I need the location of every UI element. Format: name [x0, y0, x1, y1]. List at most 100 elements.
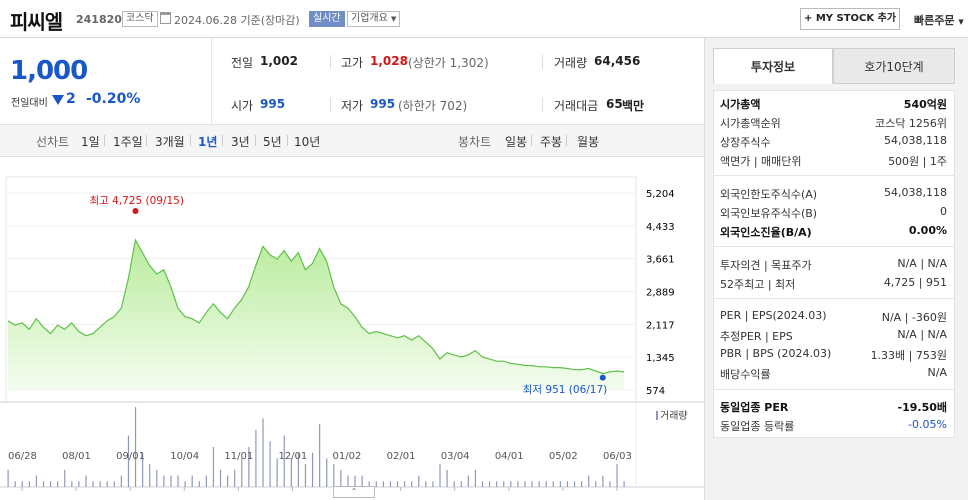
low-value: 995 [370, 97, 396, 111]
volume-bar [191, 475, 193, 487]
volume-bar [127, 435, 130, 487]
candle-daily[interactable]: 일봉 [505, 135, 528, 149]
info-row-value: 4,725 | 951 [883, 276, 947, 289]
info-row-label: 투자의견 | 목표주가 [720, 259, 812, 272]
info-row-label: 배당수익률 [720, 368, 771, 381]
volume-bar [439, 464, 441, 487]
info-row-value: N/A | N/A [897, 328, 947, 341]
add-my-stock-button[interactable]: + MY STOCK 추가 [800, 8, 900, 30]
divider [566, 135, 567, 146]
price-line [7, 238, 625, 375]
volume-bar [361, 475, 363, 487]
volume-bar [234, 469, 236, 487]
volume-bar [156, 469, 158, 487]
volume-bar [460, 481, 462, 487]
volume-bar [35, 475, 38, 487]
volume-bar [566, 481, 569, 487]
section-divider [713, 389, 955, 390]
volume-bar [120, 475, 122, 487]
volume-bar [219, 469, 222, 487]
tab-order-book[interactable]: 호가10단계 [833, 48, 955, 84]
volume-bar [71, 481, 73, 487]
period-1d[interactable]: 1일 [81, 135, 100, 149]
info-row-value: 54,038,118 [884, 186, 947, 199]
volume-bar [411, 481, 413, 487]
y-tick-label: 4,433 [646, 222, 675, 233]
info-row-value: N/A | -360원 [881, 311, 947, 324]
x-tick-label: 09/01 [116, 451, 145, 462]
volume-bar [418, 475, 420, 487]
divider [190, 135, 191, 146]
period-3y[interactable]: 3년 [231, 135, 250, 149]
volume-bar [517, 481, 519, 487]
volume-bar [57, 481, 59, 487]
volume-bar [170, 475, 172, 487]
volume-bar [64, 469, 66, 487]
divider [531, 135, 532, 146]
volume-bar [142, 452, 144, 487]
volume-bar [269, 441, 271, 487]
stock-name: 피씨엘 [10, 10, 63, 34]
calendar-icon [160, 12, 171, 24]
tab-investment-info[interactable]: 투자정보 [713, 48, 833, 84]
volume-bar [425, 481, 427, 487]
candle-weekly[interactable]: 주봉 [540, 135, 563, 149]
section-divider [713, 298, 955, 299]
info-row-label: 외국인소진율(B/A) [720, 226, 812, 239]
volume-bar [389, 481, 392, 487]
period-5y[interactable]: 5년 [263, 135, 282, 149]
volume-bar [205, 475, 207, 487]
investment-info-box [713, 90, 955, 438]
divider [542, 98, 543, 112]
x-tick-label: 10/04 [170, 451, 199, 462]
volume-legend-label: 거래량 [660, 410, 688, 422]
volume-bar [92, 481, 94, 487]
candle-monthly[interactable]: 월봉 [577, 135, 600, 149]
volume-bar [524, 481, 526, 487]
trade-value-unit: 백만 [622, 99, 645, 113]
x-tick-label: 03/04 [441, 451, 470, 462]
volume-bar [588, 475, 590, 487]
candle-chart-label: 봉차트 [458, 135, 492, 149]
volume-bar [99, 481, 101, 487]
low-annotation: 최저 951 (06/17) [523, 384, 608, 396]
x-tick-label: 08/01 [62, 451, 91, 462]
volume-bar [49, 481, 52, 487]
quick-order-link[interactable]: 빠른주문 ▼ [914, 12, 964, 28]
period-1y[interactable]: 1년 [198, 135, 218, 149]
quick-order-label: 빠른주문 [914, 14, 955, 27]
y-tick-label: 1,345 [646, 353, 675, 364]
section-divider [713, 175, 955, 176]
x-tick-label: 01/02 [333, 451, 362, 462]
open-label: 시가 [231, 99, 254, 113]
volume-value: 64,456 [594, 54, 641, 68]
volume-bar [311, 452, 314, 487]
volume-bar [304, 464, 307, 487]
lower-limit: (하한가 702) [398, 99, 468, 113]
info-row-label: 상장주식수 [720, 136, 771, 149]
line-chart-label: 선차트 [36, 135, 70, 149]
info-row-label: 외국인보유주식수(B) [720, 207, 818, 220]
change-amount: 2 [66, 91, 76, 107]
collapse-chart-button[interactable]: ⌃ [333, 486, 375, 498]
realtime-badge[interactable]: 실시간 [309, 11, 345, 27]
info-row-label: 시가총액순위 [720, 117, 781, 130]
info-row-value: 500원 | 1주 [888, 155, 947, 168]
period-3m[interactable]: 3개월 [155, 135, 185, 149]
company-overview-dropdown[interactable]: 기업개요 ▼ [347, 11, 401, 27]
period-10y[interactable]: 10년 [294, 135, 321, 149]
volume-bar [595, 481, 597, 487]
prev-close-value: 1,002 [260, 54, 298, 68]
info-row-label: 액면가 | 매매단위 [720, 155, 802, 168]
volume-bar [262, 418, 264, 487]
volume-bar [85, 475, 87, 487]
price-chart: 5,204 4,433 3,661 2,889 2,117 1,345 574 최고 4,72… [0, 176, 704, 491]
volume-bar [368, 481, 370, 487]
divider [146, 135, 147, 146]
volume-bar [290, 458, 292, 487]
period-1w[interactable]: 1주일 [113, 135, 143, 149]
volume-bar [552, 481, 554, 487]
y-tick-label: 574 [646, 386, 665, 397]
info-row-value: 1.33배 | 753원 [870, 349, 947, 362]
y-tick-label: 2,117 [646, 320, 675, 331]
